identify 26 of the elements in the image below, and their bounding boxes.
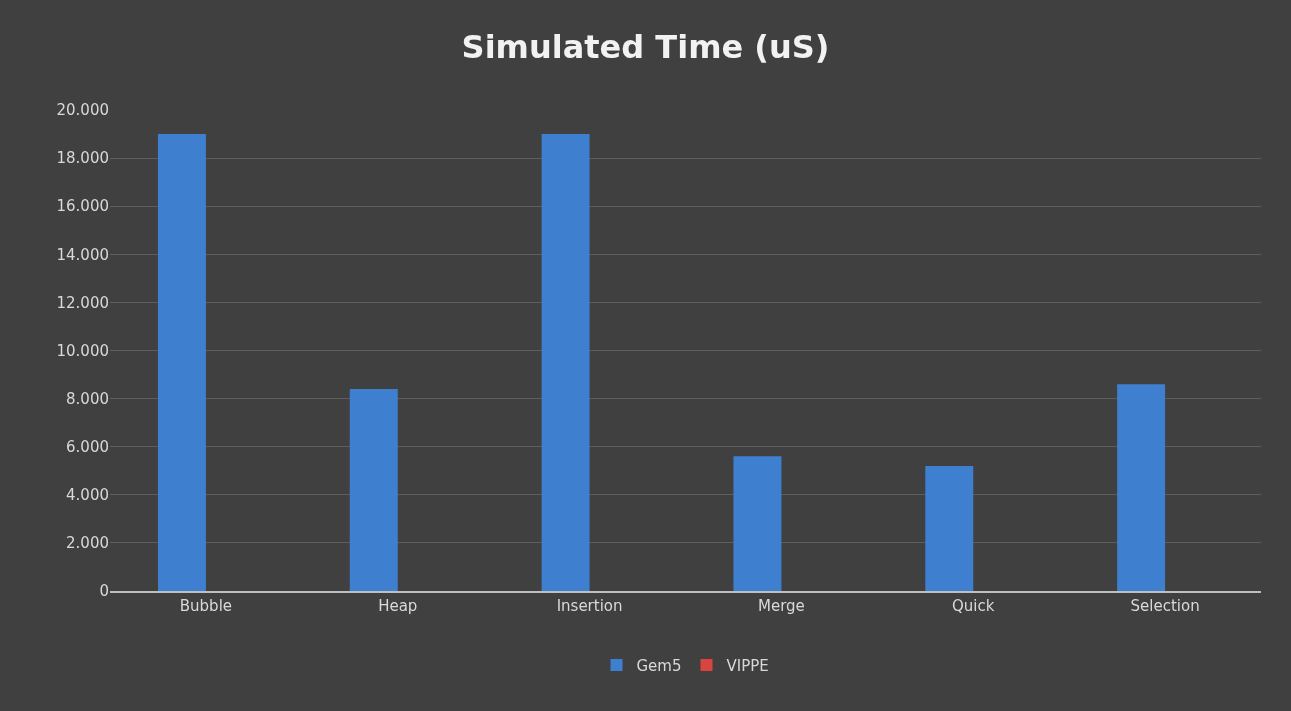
y-tick-label: 12.000 — [56, 293, 109, 312]
x-tick-label: Heap — [378, 597, 418, 615]
y-tick-label: 18.000 — [56, 149, 109, 168]
y-tick-label: 14.000 — [56, 245, 109, 264]
y-tick-label: 4.000 — [66, 486, 109, 505]
legend-label: Gem5 — [636, 656, 682, 675]
chart-title: Simulated Time (uS) — [461, 27, 830, 66]
y-tick-label: 16.000 — [56, 197, 109, 216]
y-tick-label: 2.000 — [66, 534, 109, 553]
x-tick-label: Insertion — [556, 597, 623, 615]
y-tick-label: 0 — [99, 582, 109, 601]
x-tick-label: Selection — [1130, 597, 1200, 615]
y-tick-label: 6.000 — [66, 437, 109, 456]
y-tick-label: 20.000 — [56, 101, 109, 120]
x-tick-label: Merge — [758, 597, 805, 615]
bar — [349, 388, 398, 591]
y-tick-label: 8.000 — [66, 389, 109, 408]
bar — [1117, 384, 1166, 591]
y-tick-label: 10.000 — [56, 341, 109, 360]
bar — [925, 465, 974, 591]
bar — [541, 134, 590, 591]
x-tick-label: Quick — [952, 597, 995, 615]
bar — [733, 456, 782, 591]
legend-label: VIPPE — [726, 656, 769, 675]
x-tick-label: Bubble — [179, 597, 233, 615]
bar — [157, 134, 206, 591]
